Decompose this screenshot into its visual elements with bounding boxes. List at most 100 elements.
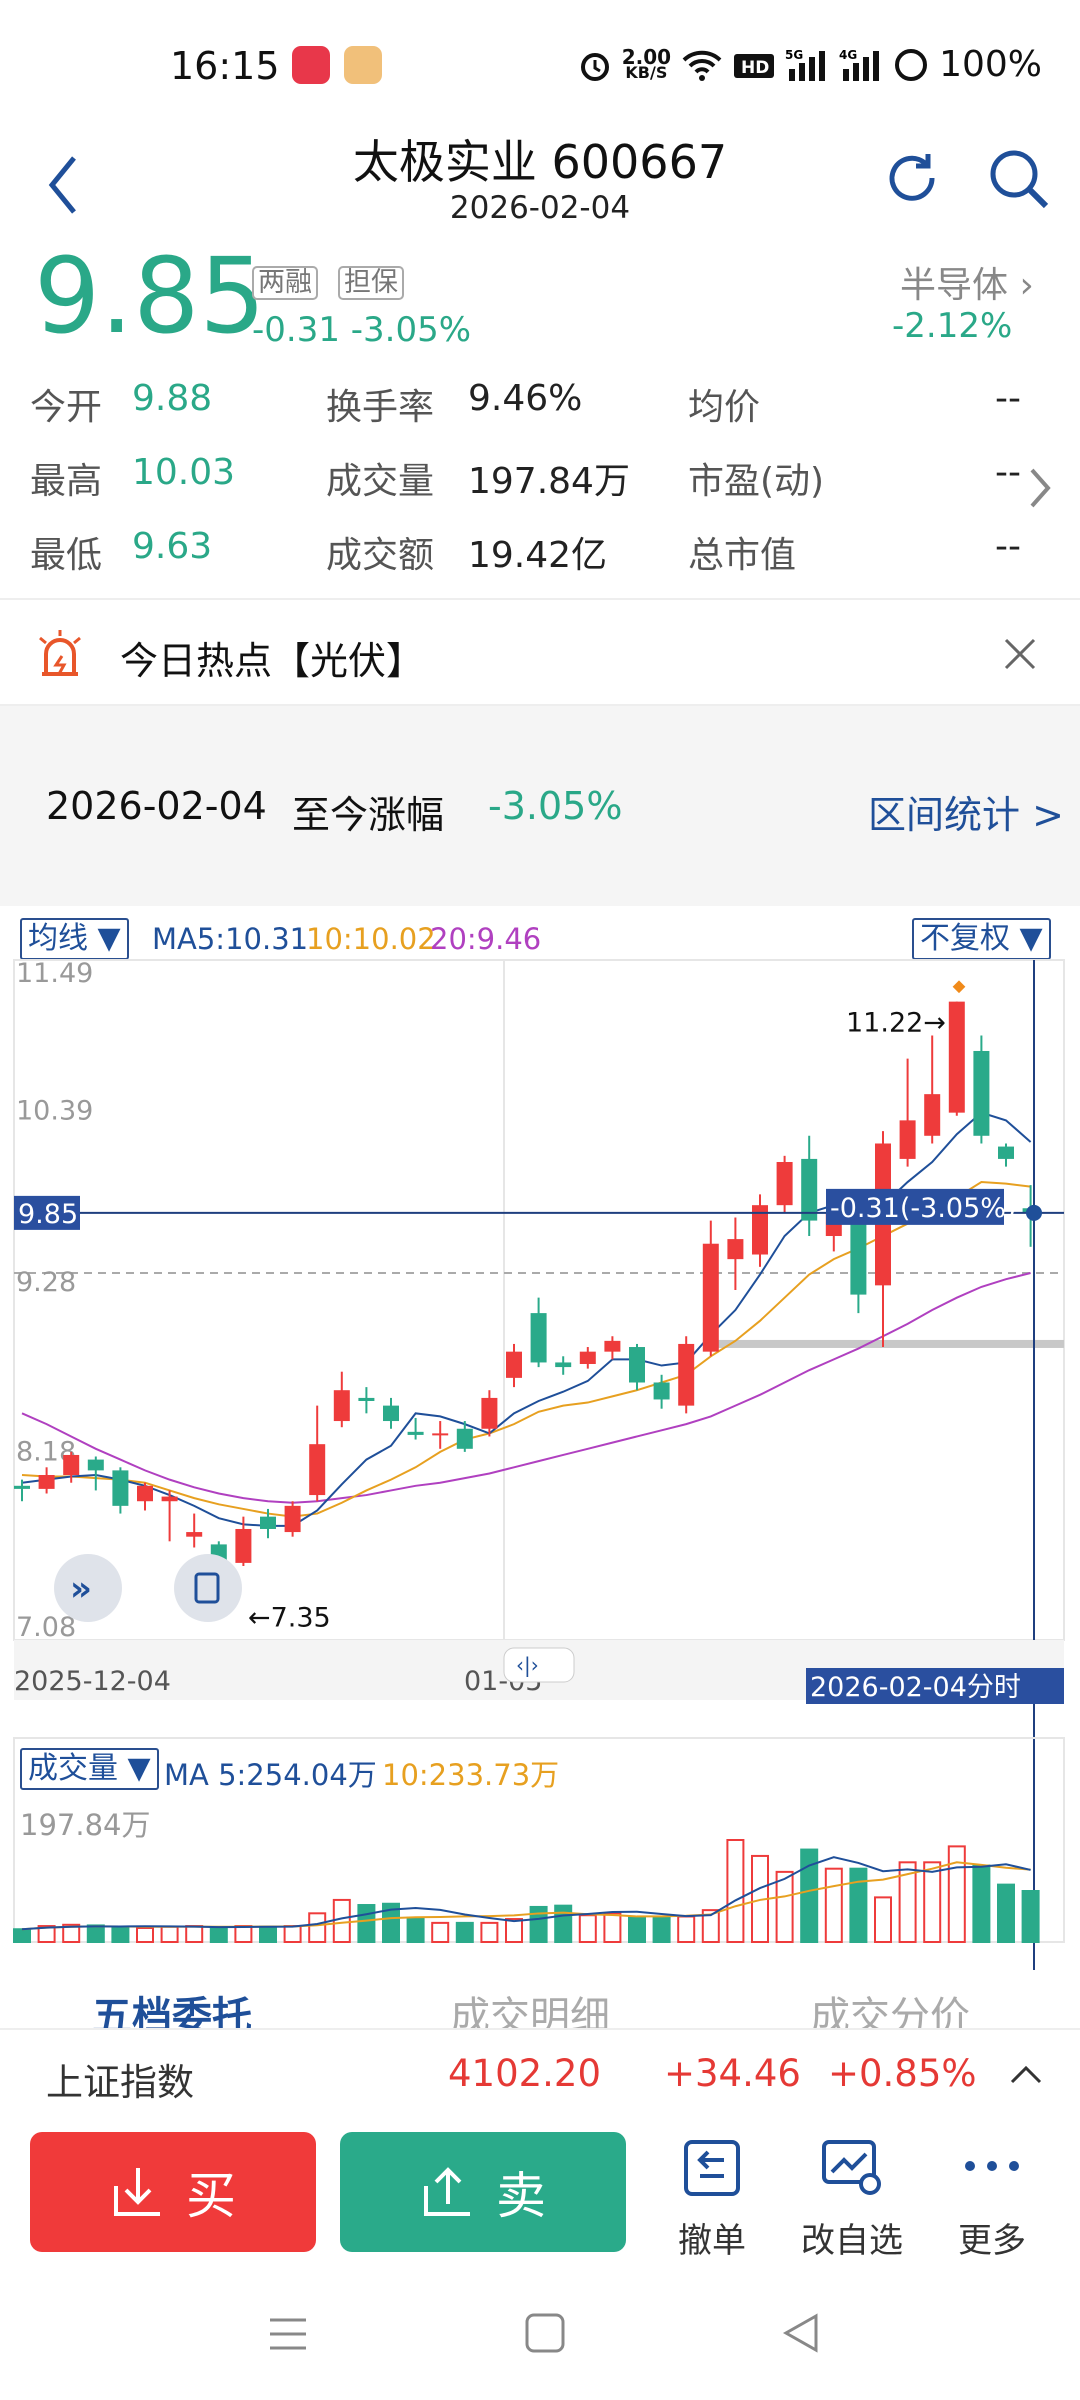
vol-ma10-label: 10:233.73万 [382,1758,560,1792]
candle-body [432,1433,449,1436]
volume-bar [332,1898,351,1943]
candle-body [186,1532,203,1537]
candle-body [555,1362,572,1368]
stat-label: 最高 [30,461,103,502]
stat-value: 9.46% [468,378,583,419]
watchlist-chart-icon [822,2140,881,2195]
refresh-button[interactable] [882,148,942,208]
candle-body [629,1347,645,1383]
volume-bar [234,1925,253,1943]
price-label: 9.85 [18,1199,78,1230]
candle-body [604,1340,621,1352]
stat-value: 9.88 [132,378,213,419]
candle-body [260,1516,276,1529]
volume-bar [86,1924,105,1944]
volume-bar [406,1916,425,1944]
vol-max-label: 197.84万 [20,1808,151,1842]
range-date: 2026-02-04 [46,784,267,828]
volume-bar [209,1926,228,1943]
volume-dropdown[interactable]: 成交量 ▼ [20,1748,159,1790]
back-nav-icon[interactable] [780,2312,822,2354]
volume-bar [480,1921,499,1943]
volume-bar [37,1925,56,1943]
cancel-order-button[interactable]: 撤单 [652,2138,772,2262]
tab-trade-detail[interactable]: 成交明细 [450,1994,610,2028]
candle-body [235,1528,252,1563]
volume-bar [357,1904,376,1944]
volume-bar [136,1926,154,1943]
candle-body [727,1239,744,1260]
range-pct: -3.05% [488,784,623,828]
range-label: 至今涨幅 [292,793,445,837]
more-dots-icon [965,2161,1019,2171]
clock: 16:15 [170,44,280,88]
range-stat-link[interactable]: 区间统计 > [868,793,1064,837]
volume-bar [701,1909,720,1943]
intraday-link: 2026-02-04分时 [810,1672,1021,1703]
expand-button [54,1554,122,1622]
change-label-bg [826,1188,1004,1225]
buy-button[interactable]: 买 [30,2132,316,2252]
index-ticker-bar[interactable]: 上证指数 4102.20 +34.46 +0.85% [0,2028,1080,2118]
ma20-label: 20:9.46 [430,922,542,956]
candle-body [63,1454,80,1476]
candle-body [752,1205,768,1255]
tab-order-book[interactable]: 五档委托 [92,1994,252,2028]
candle-body [161,1496,178,1502]
sector-link[interactable]: 半导体 › [900,265,1034,306]
volume-bar [1021,1890,1040,1943]
volume-bar [308,1912,327,1943]
volume-bar [185,1925,204,1943]
sell-button[interactable]: 卖 [340,2132,626,2252]
close-icon[interactable] [1002,636,1038,672]
signal-4g-icon: 4G [839,48,880,81]
volume-bar [283,1925,302,1943]
volume-bar [505,1918,523,1943]
scroll-handle [503,1647,575,1683]
volume-bar [652,1916,671,1944]
index-pct: +0.85% [828,2052,977,2095]
candle-body [333,1390,350,1422]
candle-body [973,1050,990,1136]
svg-text:HD: HD [741,58,769,78]
chevron-up-icon[interactable] [1008,2062,1044,2086]
home-nav-icon[interactable] [524,2312,566,2354]
wifi-icon [682,50,722,81]
margin-tag: 两融 [252,266,318,300]
hot-topic-banner[interactable]: 今日热点【光伏】 [0,598,1080,706]
detail-tabs: 五档委托 成交明细 成交分价 [0,1972,1080,2028]
volume-bar [628,1916,646,1944]
edit-watchlist-button[interactable]: 改自选 [792,2138,912,2262]
more-button[interactable]: 更多 [932,2138,1052,2262]
volume-bar [972,1864,991,1943]
tab-price-distribution[interactable]: 成交分价 [810,1994,970,2028]
cancel-order-icon [684,2140,740,2196]
volume-bar [382,1902,400,1943]
menu-nav-icon[interactable] [268,2314,308,2354]
stat-label: 均价 [688,387,761,428]
candle-body [678,1343,695,1406]
intraday-button-bg [806,1668,1064,1704]
line-type-dropdown[interactable]: 均线 ▼ [20,918,129,960]
stat-label: 成交额 [326,535,435,576]
search-button[interactable] [986,146,1050,210]
current-price: 9.85 [34,235,266,357]
candle-body [579,1351,596,1364]
alarm-bell-icon [39,630,81,676]
index-value: 4102.20 [448,2052,602,2095]
candle-body [481,1397,498,1429]
stats-more-chevron-icon[interactable] [1028,466,1054,510]
candle-body [924,1094,941,1136]
alarm-icon [580,52,609,81]
svg-text:5G: 5G [785,48,803,62]
low-marker: ←7.35 [248,1602,331,1633]
volume-bar [997,1883,1015,1943]
support-band [718,1339,1064,1348]
candle-body [530,1313,547,1363]
stat-value: -- [995,378,1021,419]
volume-bar [603,1912,622,1943]
stat-label: 最低 [30,535,103,576]
price-label-bg [14,1195,80,1230]
back-button[interactable] [44,150,84,220]
